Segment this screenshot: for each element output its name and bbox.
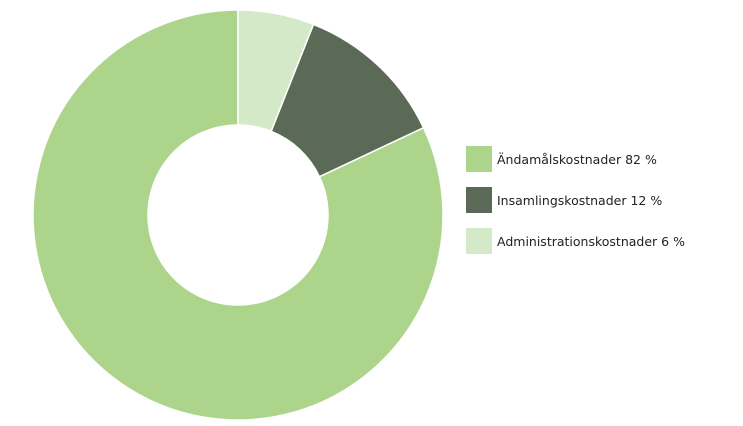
donut-segment <box>237 9 315 133</box>
legend-name: Insamlingskostnader <box>497 193 627 208</box>
legend-swatch <box>466 228 492 254</box>
legend-label: Ändamålskostnader 82 % <box>497 152 657 167</box>
legend-swatch <box>466 146 492 172</box>
legend-value: 12 % <box>630 193 662 208</box>
legend-name: Administrationskostnader <box>497 234 658 249</box>
legend-label: Insamlingskostnader 12 % <box>497 193 662 208</box>
donut-segment <box>32 9 444 421</box>
legend-value: 82 % <box>625 152 657 167</box>
legend-value: 6 % <box>661 234 685 249</box>
legend-label: Administrationskostnader 6 % <box>497 234 685 249</box>
legend-name: Ändamålskostnader <box>497 152 622 167</box>
legend-swatch <box>466 187 492 213</box>
